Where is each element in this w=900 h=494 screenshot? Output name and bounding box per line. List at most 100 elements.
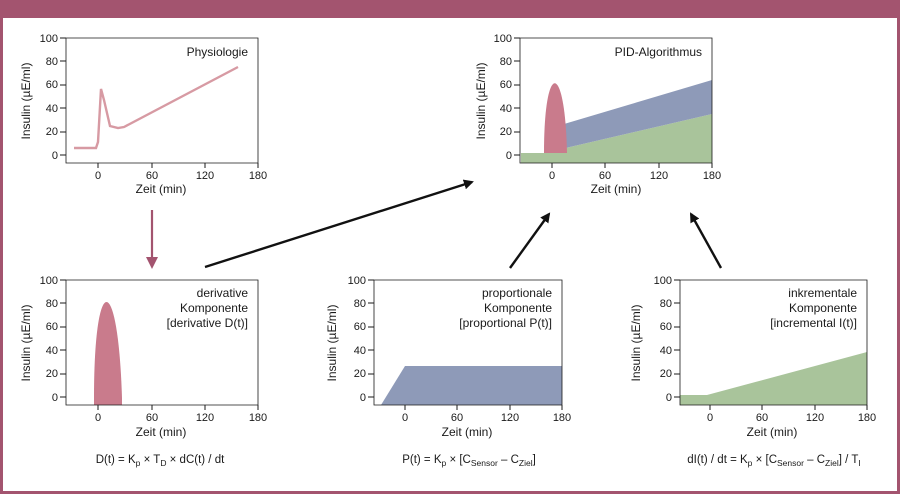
panel-title-line3: [proportional P(t)] <box>459 316 552 330</box>
y-axis-title: Insulin (µE/ml) <box>19 305 33 382</box>
x-tick-label: 120 <box>501 412 519 424</box>
y-tick-label: 0 <box>360 392 366 404</box>
y-tick-label: 80 <box>660 298 672 310</box>
x-axis-title: Zeit (min) <box>591 182 642 196</box>
formula-subscript: p <box>136 458 141 468</box>
panel-title-line3: [incremental I(t)] <box>770 316 857 330</box>
derivative-area <box>94 302 122 405</box>
x-axis: 0 60 120 180 Zeit (min) <box>549 163 721 196</box>
x-tick-label: 180 <box>249 170 267 182</box>
y-axis: 100 80 60 40 20 0 Insulin (µE/ml) <box>19 33 66 162</box>
formula-part: ] / T <box>839 454 859 466</box>
y-tick-label: 0 <box>666 392 672 404</box>
y-axis: 100 80 60 40 20 0 Insulin (µE/ml) <box>629 275 680 404</box>
panel-title: PID-Algorithmus <box>615 45 702 59</box>
y-tick-label: 100 <box>348 275 366 287</box>
y-tick-label: 40 <box>46 103 58 115</box>
panel-title-line2: Komponente <box>789 301 857 315</box>
formula-subscript: p <box>442 458 447 468</box>
arrow-incremental-to-pid <box>689 212 723 269</box>
incremental-area <box>680 352 867 405</box>
x-tick-label: 180 <box>858 412 876 424</box>
x-tick-label: 120 <box>196 170 214 182</box>
x-axis: 0 60 120 180 Zeit (min) <box>95 405 267 439</box>
y-tick-label: 0 <box>52 150 58 162</box>
x-axis: 0 60 120 180 Zeit (min) <box>707 405 876 439</box>
y-tick-label: 60 <box>354 321 366 333</box>
formula-part: × [C <box>752 454 777 466</box>
x-tick-label: 0 <box>95 412 101 424</box>
y-tick-label: 0 <box>506 150 512 162</box>
x-axis: 0 60 120 180 Zeit (min) <box>402 405 571 439</box>
arrow-proportional-to-pid <box>509 212 551 269</box>
x-tick-label: 0 <box>707 412 713 424</box>
panel-physiologie: Physiologie 100 80 60 40 20 0 Insulin (µ… <box>19 33 267 196</box>
x-tick-label: 0 <box>95 170 101 182</box>
y-tick-label: 20 <box>660 368 672 380</box>
x-axis-title: Zeit (min) <box>136 425 187 439</box>
y-tick-label: 80 <box>46 56 58 68</box>
y-tick-label: 100 <box>494 33 512 45</box>
x-tick-label: 0 <box>549 170 555 182</box>
x-tick-label: 120 <box>196 412 214 424</box>
y-tick-label: 40 <box>354 345 366 357</box>
proportional-area <box>381 366 562 405</box>
y-tick-label: 20 <box>354 368 366 380</box>
pid-areas <box>521 80 712 163</box>
y-tick-label: 20 <box>46 126 58 138</box>
y-tick-label: 0 <box>52 392 58 404</box>
formula-part: × T <box>140 454 160 466</box>
y-tick-label: 20 <box>46 368 58 380</box>
plot-frame <box>65 37 259 164</box>
incremental-area <box>521 114 712 163</box>
panel-title-line1: derivative <box>197 286 249 300</box>
formula-subscript: I <box>858 458 860 468</box>
formula-subscript: Sensor <box>471 458 498 468</box>
y-tick-label: 40 <box>500 103 512 115</box>
incremental-formula: dI(t) / dt = Kp × [CSensor – CZiel] / TI <box>687 454 860 468</box>
derivative-area <box>544 83 567 153</box>
plot-frame <box>65 279 259 406</box>
panel-pid: PID-Algorithmus 100 80 60 40 20 0 Insuli… <box>474 33 721 196</box>
y-tick-label: 60 <box>500 79 512 91</box>
plot-frame <box>679 279 868 406</box>
x-tick-label: 180 <box>703 170 721 182</box>
formula-subscript: Ziel <box>519 458 533 468</box>
y-axis: 100 80 60 40 20 0 Insulin (µE/ml) <box>474 33 520 162</box>
formula-subscript: Ziel <box>825 458 839 468</box>
panel-derivative: derivative Komponente [derivative D(t)] … <box>19 275 267 468</box>
arrow-derivative-to-pid <box>204 179 474 269</box>
y-tick-label: 60 <box>46 321 58 333</box>
y-axis-title: Insulin (µE/ml) <box>474 63 488 140</box>
formula-part: dI(t) / dt = K <box>687 454 748 466</box>
x-axis-title: Zeit (min) <box>442 425 493 439</box>
x-tick-label: 120 <box>650 170 668 182</box>
panel-title-line1: inkrementale <box>788 286 857 300</box>
formula-part: × dC(t) / dt <box>166 454 225 466</box>
plot-frame <box>373 279 563 406</box>
y-tick-label: 40 <box>660 345 672 357</box>
formula-part: P(t) = K <box>402 454 442 466</box>
x-tick-label: 60 <box>451 412 463 424</box>
y-axis-title: Insulin (µE/ml) <box>325 305 339 382</box>
y-tick-label: 80 <box>354 298 366 310</box>
y-tick-label: 40 <box>46 345 58 357</box>
formula-subscript: p <box>748 458 753 468</box>
formula-part: – C <box>804 454 825 466</box>
x-tick-label: 120 <box>806 412 824 424</box>
panel-title-line2: Komponente <box>484 301 552 315</box>
x-tick-label: 180 <box>249 412 267 424</box>
y-tick-label: 100 <box>40 275 58 287</box>
y-axis: 100 80 60 40 20 0 Insulin (µE/ml) <box>325 275 374 404</box>
y-tick-label: 100 <box>654 275 672 287</box>
formula-part: D(t) = K <box>96 454 136 466</box>
x-axis: 0 60 120 180 Zeit (min) <box>95 163 267 196</box>
panel-proportional: proportionale Komponente [proportional P… <box>325 275 571 468</box>
x-tick-label: 60 <box>146 170 158 182</box>
flow-arrows <box>146 179 723 269</box>
y-axis-title: Insulin (µE/ml) <box>19 63 33 140</box>
y-tick-label: 60 <box>660 321 672 333</box>
y-tick-label: 20 <box>500 126 512 138</box>
